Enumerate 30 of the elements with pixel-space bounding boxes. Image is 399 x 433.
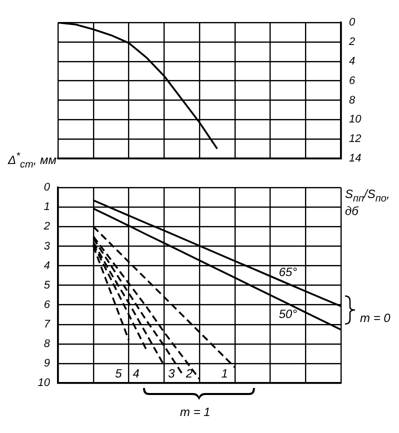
series-label: 4 <box>132 366 140 380</box>
y-tick-label: 6 <box>349 74 356 87</box>
series-label: 65° <box>278 265 298 280</box>
y-tick-label: 14 <box>349 152 362 164</box>
y-axis-title: Δ$^{*}$$_{ст}$, мм <box>8 151 56 170</box>
y-tick-label: 12 <box>349 133 362 146</box>
y-tick-label: 1 <box>44 201 50 214</box>
series-label: 1 <box>221 366 228 380</box>
y-tick-label: 4 <box>44 260 50 272</box>
y-tick-label: 2 <box>348 36 356 48</box>
text: m = 0 <box>360 311 390 325</box>
series-label: 3 <box>168 366 176 380</box>
y-tick-label: 0 <box>349 16 356 29</box>
series-label: 2 <box>184 366 193 380</box>
y-tick-label: 4 <box>349 55 356 68</box>
y-tick-label: 10 <box>38 377 51 390</box>
text: S$_{пп}$/S$_{по}$, дб <box>345 187 390 218</box>
y-tick-label: 6 <box>44 298 51 311</box>
text: m = 1 <box>180 405 210 419</box>
y-tick-label: 2 <box>42 220 50 233</box>
y-tick-label: 5 <box>44 279 51 292</box>
y-tick-label: 9 <box>44 358 50 370</box>
series-label: 50° <box>278 307 298 322</box>
text: 5 <box>115 366 122 380</box>
y-tick-label: 7 <box>44 318 51 330</box>
y-tick-label: 3 <box>44 240 51 252</box>
y-tick-label: 8 <box>44 338 51 350</box>
y-tick-label: 10 <box>349 114 362 126</box>
y-tick-label: 8 <box>349 94 356 106</box>
y-tick-label: 0 <box>44 182 51 194</box>
